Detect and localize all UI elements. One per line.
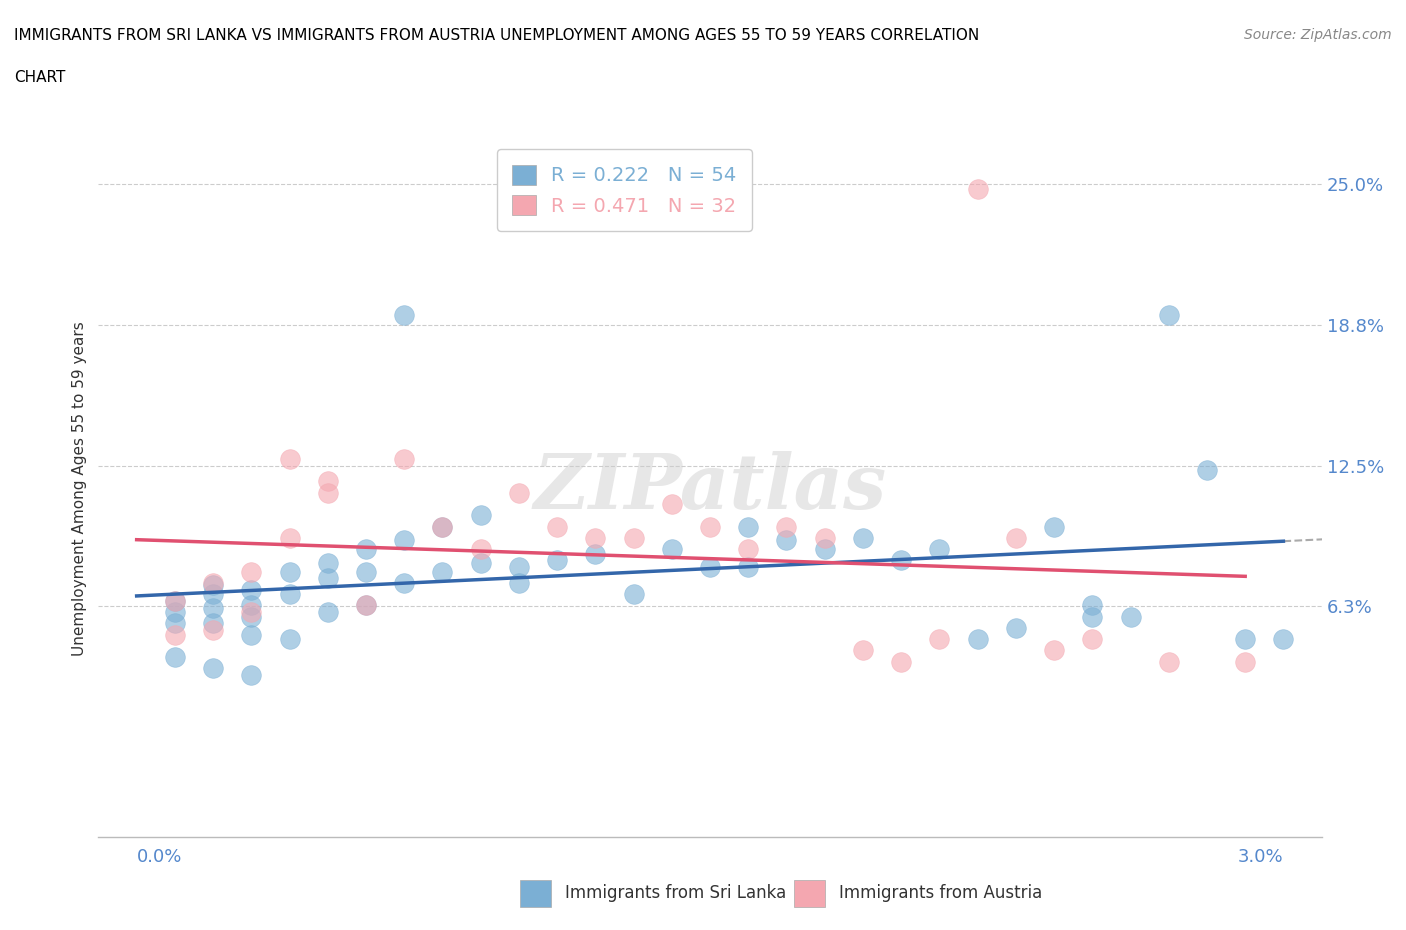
Point bbox=[163, 593, 186, 608]
Text: 0.0%: 0.0% bbox=[136, 848, 181, 866]
Point bbox=[392, 452, 416, 467]
Point bbox=[240, 604, 263, 619]
Point bbox=[623, 530, 645, 545]
Point bbox=[966, 631, 988, 646]
Point bbox=[202, 661, 225, 676]
Point bbox=[966, 181, 988, 196]
Point bbox=[737, 560, 759, 575]
Text: Immigrants from Sri Lanka: Immigrants from Sri Lanka bbox=[565, 884, 786, 902]
Point bbox=[775, 533, 797, 548]
Point bbox=[775, 519, 797, 534]
Point bbox=[1272, 631, 1295, 646]
Point bbox=[392, 533, 416, 548]
Point bbox=[890, 552, 912, 567]
Point bbox=[1157, 654, 1180, 669]
Point bbox=[278, 452, 301, 467]
Point bbox=[278, 565, 301, 579]
Point bbox=[354, 541, 377, 556]
Point bbox=[1157, 308, 1180, 323]
Point bbox=[470, 541, 492, 556]
Legend: R = 0.222   N = 54, R = 0.471   N = 32: R = 0.222 N = 54, R = 0.471 N = 32 bbox=[496, 149, 752, 232]
Point bbox=[814, 541, 837, 556]
Point bbox=[583, 530, 606, 545]
Point bbox=[661, 541, 683, 556]
Point bbox=[354, 598, 377, 613]
Point bbox=[1043, 643, 1066, 658]
Point bbox=[508, 485, 530, 500]
Text: 3.0%: 3.0% bbox=[1237, 848, 1284, 866]
Text: IMMIGRANTS FROM SRI LANKA VS IMMIGRANTS FROM AUSTRIA UNEMPLOYMENT AMONG AGES 55 : IMMIGRANTS FROM SRI LANKA VS IMMIGRANTS … bbox=[14, 28, 980, 43]
Point bbox=[240, 609, 263, 624]
Point bbox=[546, 552, 568, 567]
Point bbox=[1195, 463, 1218, 478]
Point bbox=[1081, 598, 1104, 613]
Point bbox=[737, 541, 759, 556]
Point bbox=[432, 519, 454, 534]
Point bbox=[583, 546, 606, 561]
Point bbox=[546, 519, 568, 534]
Point bbox=[202, 578, 225, 592]
Point bbox=[508, 576, 530, 591]
Point bbox=[1043, 519, 1066, 534]
Point bbox=[202, 622, 225, 637]
Point bbox=[928, 541, 950, 556]
Point bbox=[432, 519, 454, 534]
Point bbox=[1004, 530, 1026, 545]
Point bbox=[278, 530, 301, 545]
Point bbox=[240, 668, 263, 683]
Point bbox=[432, 565, 454, 579]
Point bbox=[202, 576, 225, 591]
Point bbox=[316, 474, 339, 489]
Point bbox=[163, 604, 186, 619]
Point bbox=[737, 519, 759, 534]
Y-axis label: Unemployment Among Ages 55 to 59 years: Unemployment Among Ages 55 to 59 years bbox=[72, 321, 87, 656]
Point bbox=[354, 598, 377, 613]
Point bbox=[202, 616, 225, 631]
Text: Immigrants from Austria: Immigrants from Austria bbox=[839, 884, 1043, 902]
Point bbox=[202, 587, 225, 602]
Point bbox=[928, 631, 950, 646]
Point bbox=[202, 600, 225, 615]
Point bbox=[163, 593, 186, 608]
Point bbox=[1234, 654, 1257, 669]
Point bbox=[470, 508, 492, 523]
Point bbox=[278, 587, 301, 602]
Point bbox=[240, 598, 263, 613]
Point bbox=[1081, 631, 1104, 646]
Point bbox=[240, 627, 263, 642]
Point bbox=[1119, 609, 1142, 624]
Point bbox=[163, 627, 186, 642]
Point bbox=[278, 631, 301, 646]
Point bbox=[852, 643, 875, 658]
Text: Source: ZipAtlas.com: Source: ZipAtlas.com bbox=[1244, 28, 1392, 42]
Point bbox=[1004, 620, 1026, 635]
Text: CHART: CHART bbox=[14, 70, 66, 85]
Point bbox=[316, 571, 339, 586]
Point bbox=[470, 555, 492, 570]
Point bbox=[623, 587, 645, 602]
Point bbox=[240, 582, 263, 597]
Point bbox=[661, 497, 683, 512]
Point bbox=[508, 560, 530, 575]
Point bbox=[392, 576, 416, 591]
Point bbox=[814, 530, 837, 545]
Point bbox=[1081, 609, 1104, 624]
Point bbox=[1234, 631, 1257, 646]
Point bbox=[392, 308, 416, 323]
Point bbox=[240, 565, 263, 579]
Point bbox=[316, 604, 339, 619]
Point bbox=[163, 616, 186, 631]
Point bbox=[699, 560, 721, 575]
Point bbox=[163, 649, 186, 664]
Point bbox=[354, 565, 377, 579]
Point bbox=[316, 555, 339, 570]
Point bbox=[890, 654, 912, 669]
Point bbox=[699, 519, 721, 534]
Point bbox=[852, 530, 875, 545]
Text: ZIPatlas: ZIPatlas bbox=[533, 451, 887, 525]
Point bbox=[316, 485, 339, 500]
